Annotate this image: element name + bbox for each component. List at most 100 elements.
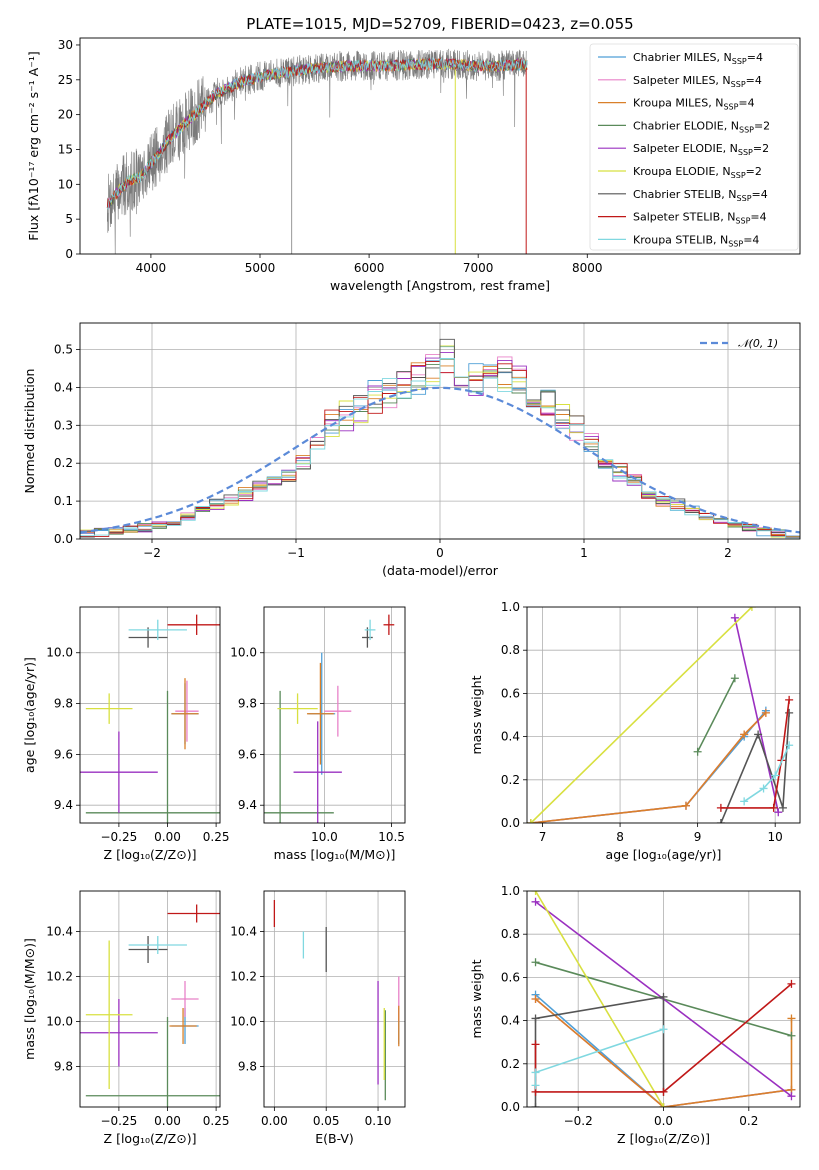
series-marker [759,784,768,793]
series-line [734,617,780,813]
plot-area-age_vs_mass [264,607,405,823]
data-point-chabrier-elodie [264,690,334,823]
data-point-kroupa-miles [171,678,199,750]
axes-frame [526,606,801,824]
model-line-kroupa-elodie [106,57,528,208]
y-tick-label: 0.6 [501,970,520,984]
y-tick-label: 0.2 [501,1057,520,1071]
panel-residuals: −2 −1 0 1 2 0.0 0.1 0.2 0.3 0.4 0.5 (data-model)/er… [22,322,801,578]
y-axis-label: mass weight [469,959,484,1038]
series-marker [531,891,540,895]
series-marker [740,797,749,806]
y-tick-label: 10.0 [46,646,73,660]
x-tick-label: −1 [287,546,305,560]
legend-entry: Kroupa STELIB, NSSP=4 [633,233,759,248]
x-tick-label: 0.25 [203,1114,230,1128]
series-marker [747,607,756,611]
y-tick-label: 1.0 [501,884,520,898]
y-tick-label: 9.4 [54,798,73,812]
y-tick-label: 1.0 [501,600,520,614]
model-line-chabrier-miles [106,58,528,208]
series-line [530,607,753,823]
y-tick-label: 25 [58,73,73,87]
data-point-salpeter-stelib [167,614,220,635]
series-marker [531,1014,540,1023]
x-tick-label: 5000 [245,261,276,275]
legend-entry: Salpeter STELIB, NSSP=4 [633,211,767,226]
y-tick-label: 0.4 [501,730,520,744]
series-marker [785,741,794,750]
x-tick-label: 8000 [572,261,603,275]
series-salpeter-stelib [716,695,794,812]
plot-area-age_vs_Z [80,607,220,823]
series-line [534,983,793,1093]
panel-weight_vs_Z: −0.2 0.0 0.2 0.0 0.2 0.4 0.6 0.8 1.0 Z [log₁₀(Z/Z… [469,884,801,1146]
x-tick-label: −0.2 [564,1114,593,1128]
model-line-kroupa-miles [106,57,528,208]
x-axis-label: E(B-V) [315,1131,354,1146]
x-axis-label: Z [log₁₀(Z/Z⊙)] [617,1131,710,1146]
normal-curve [80,386,800,534]
series-line [720,712,790,823]
legend: Chabrier MILES, NSSP=4 Salpeter MILES, NS… [589,43,799,251]
plot-area-residuals [80,323,800,539]
y-axis-label: mass [log₁₀(M/M⊙)] [22,938,37,1060]
x-tick-label: 0 [436,546,444,560]
y-tick-label: 10.4 [230,925,257,939]
y-axis-label: age [log₁₀(age/yr)] [22,657,37,773]
x-axis-label: (data-model)/error [382,563,499,578]
y-tick-label: 0.3 [54,418,73,432]
figure-title: PLATE=1015, MJD=52709, FIBERID=0423, z=0… [246,15,633,33]
series-marker [771,771,780,780]
series-marker [787,979,796,988]
series-marker [659,1103,668,1107]
y-tick-label: 0 [65,247,73,261]
y-axis-label: mass weight [469,675,484,754]
x-tick-label: 0.25 [203,830,230,844]
series-kroupa-stelib [740,741,794,806]
legend-entry: Kroupa ELODIE, NSSP=2 [633,165,762,180]
x-tick-label: −0.25 [100,830,137,844]
axes-frame [79,37,801,255]
series-kroupa-elodie [527,607,756,823]
series-marker [531,1081,540,1090]
series-line [743,744,790,803]
x-tick-label: 10.5 [378,830,405,844]
y-axis-label: Normed distribution [22,369,37,494]
series-marker [785,708,794,717]
x-tick-label: −2 [143,546,161,560]
series-marker [769,803,778,812]
y-tick-label: 20 [58,108,73,122]
data-point-kroupa-stelib [128,619,187,641]
y-tick-label: 9.8 [238,1060,257,1074]
y-tick-label: 0.6 [501,686,520,700]
series-marker [761,708,770,717]
y-tick-label: 9.6 [238,747,257,761]
data-point-chabrier-stelib [128,627,168,648]
series-marker [693,747,702,756]
series-marker [659,992,668,1001]
series-salpeter-stelib [531,979,796,1096]
axes-frame [526,890,801,1108]
x-axis-label: wavelength [Angstrom, rest frame] [330,278,550,293]
y-tick-label: 0.2 [54,456,73,470]
data-point-kroupa-miles [169,1008,197,1044]
x-tick-label: 4000 [136,261,167,275]
y-tick-label: 10.0 [46,1015,73,1029]
x-tick-label: −0.25 [100,1114,137,1128]
x-tick-label: 0.10 [365,1114,392,1128]
legend-entry: Salpeter MILES, NSSP=4 [633,74,762,89]
series-marker [787,1014,796,1023]
data-point-salpeter-stelib [167,904,220,923]
series-marker [659,1087,668,1096]
legend-entry: 𝒩(0, 1) [738,337,778,350]
y-tick-label: 0.8 [501,927,520,941]
y-tick-label: 10.4 [46,925,73,939]
series-marker [531,1103,540,1107]
series-marker [740,730,749,739]
data-point-salpeter-elodie [80,731,158,813]
plot-area-mass_vs_EBV [264,891,405,1107]
y-tick-label: 9.8 [54,697,73,711]
series-line [530,712,767,823]
x-tick-label: 8 [616,830,624,844]
